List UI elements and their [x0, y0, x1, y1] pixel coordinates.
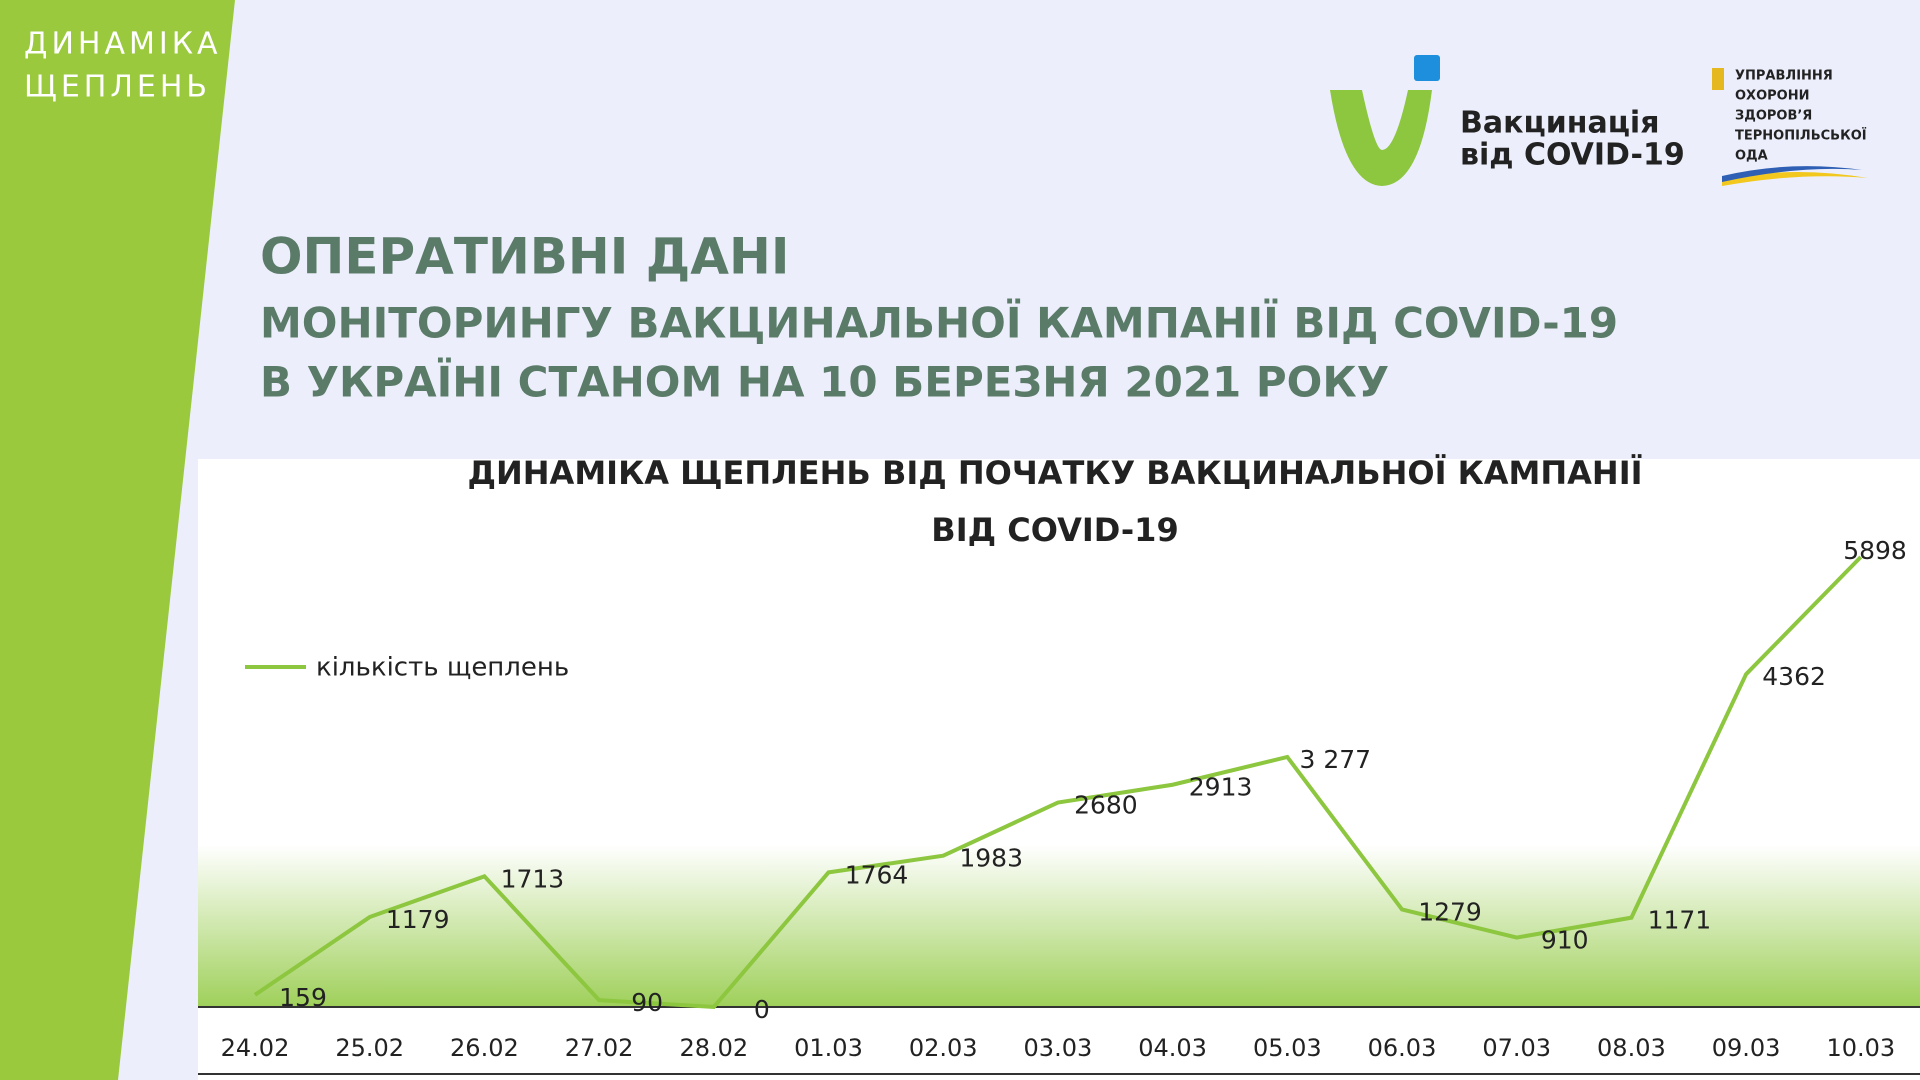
logo-text: від COVID-19	[1460, 138, 1685, 173]
value-label: 1983	[959, 844, 1023, 873]
heading: ОПЕРАТИВНІ ДАНІ	[260, 228, 789, 286]
x-tick-label: 26.02	[450, 1034, 519, 1062]
x-tick-label: 03.03	[1024, 1034, 1093, 1062]
chart-title: ДИНАМІКА ЩЕПЛЕНЬ ВІД ПОЧАТКУ ВАКЦИНАЛЬНО…	[467, 454, 1642, 492]
value-label: 3 277	[1300, 745, 1372, 774]
x-tick-label: 09.03	[1712, 1034, 1781, 1062]
data-line	[253, 555, 1863, 1010]
side-label: ЩЕПЛЕНЬ	[24, 70, 211, 105]
value-label: 1279	[1418, 897, 1482, 926]
ministry-text: ЗДОРОВ’Я	[1735, 109, 1812, 124]
ministry-text: УПРАВЛІННЯ	[1735, 69, 1833, 84]
value-label: 1713	[501, 864, 565, 893]
x-tick-label: 04.03	[1138, 1034, 1207, 1062]
x-tick-label: 28.02	[679, 1034, 748, 1062]
chart-title: ВІД COVID-19	[931, 511, 1178, 549]
x-tick-label: 27.02	[565, 1034, 634, 1062]
value-label: 2913	[1189, 773, 1253, 802]
ministry-logo	[1712, 68, 1868, 186]
x-tick-label: 06.03	[1368, 1034, 1437, 1062]
ministry-text: ОХОРОНИ	[1735, 89, 1809, 104]
heading: В УКРАЇНІ СТАНОМ НА 10 БЕРЕЗНЯ 2021 РОКУ	[260, 357, 1389, 407]
chart-band	[198, 845, 1920, 1007]
side-label: ДИНАМІКА	[24, 27, 222, 62]
value-label: 1764	[845, 860, 909, 889]
x-tick-label: 05.03	[1253, 1034, 1322, 1062]
x-tick-label: 01.03	[794, 1034, 863, 1062]
legend-label: кількість щеплень	[316, 653, 569, 683]
value-label: 4362	[1762, 662, 1826, 691]
x-tick-label: 24.02	[221, 1034, 290, 1062]
vaccination-logo: Вакцинація від COVID-19	[1330, 55, 1685, 186]
value-label: 910	[1541, 926, 1589, 955]
value-label: 2680	[1074, 791, 1138, 820]
x-tick-label: 10.03	[1826, 1034, 1895, 1062]
ministry-text: ОДА	[1735, 149, 1768, 164]
value-label: 90	[631, 988, 663, 1017]
heading: МОНІТОРИНГУ ВАКЦИНАЛЬНОЇ КАМПАНІЇ ВІД CO…	[260, 298, 1618, 348]
side-panel	[0, 0, 235, 1080]
value-label: 1179	[386, 905, 450, 934]
x-tick-label: 25.02	[335, 1034, 404, 1062]
logo-text: Вакцинація	[1460, 106, 1659, 141]
value-label: 1171	[1648, 906, 1712, 935]
value-label: 5898	[1843, 536, 1907, 565]
x-tick-label: 08.03	[1597, 1034, 1666, 1062]
ministry-text: ТЕРНОПІЛЬСЬКОЇ	[1735, 128, 1867, 144]
value-label: 0	[754, 995, 770, 1024]
x-tick-label: 02.03	[909, 1034, 978, 1062]
x-tick-label: 07.03	[1482, 1034, 1551, 1062]
value-label: 159	[279, 983, 327, 1012]
